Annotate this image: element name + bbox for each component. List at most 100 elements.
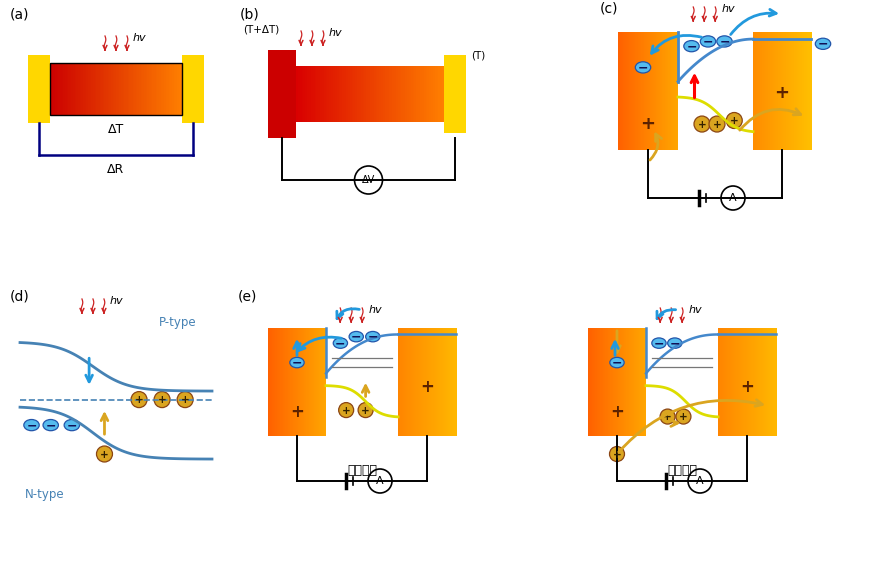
Bar [614, 328, 615, 436]
Text: −: − [368, 331, 378, 344]
Bar [624, 32, 625, 150]
Bar [744, 328, 745, 436]
Bar [401, 328, 403, 436]
Bar [730, 328, 731, 436]
Bar [346, 66, 348, 122]
Bar [654, 32, 655, 150]
Bar [644, 32, 645, 150]
Bar [665, 32, 667, 150]
Bar [658, 32, 659, 150]
Bar [627, 328, 629, 436]
Bar [408, 328, 409, 436]
Bar [391, 66, 392, 122]
Bar [659, 32, 661, 150]
Bar [627, 32, 628, 150]
Bar [632, 32, 633, 150]
Bar [760, 32, 762, 150]
Bar [282, 328, 284, 436]
Text: +: + [730, 116, 739, 126]
Bar [419, 328, 420, 436]
Bar [446, 328, 447, 436]
Bar [325, 328, 327, 436]
Bar [769, 328, 770, 436]
Text: −: − [719, 36, 730, 48]
Bar [157, 63, 160, 115]
Bar [443, 328, 444, 436]
Bar [760, 328, 761, 436]
Bar [799, 32, 801, 150]
Text: −: − [686, 40, 697, 53]
Bar [59, 63, 60, 115]
Bar [625, 328, 626, 436]
Bar [642, 32, 643, 150]
Bar [773, 328, 775, 436]
Bar [622, 328, 624, 436]
Bar [65, 63, 67, 115]
Bar [608, 328, 609, 436]
Bar [50, 63, 52, 115]
Bar [153, 63, 155, 115]
Bar [437, 328, 439, 436]
Text: +: + [774, 84, 789, 102]
Bar [781, 32, 782, 150]
Bar [640, 32, 642, 150]
Bar [786, 32, 787, 150]
Ellipse shape [668, 338, 682, 348]
Bar [739, 328, 741, 436]
Bar [623, 328, 625, 436]
Bar [280, 328, 281, 436]
Text: (b): (b) [240, 7, 260, 21]
Bar [337, 66, 339, 122]
Bar [338, 66, 341, 122]
Bar [272, 328, 273, 436]
Bar [770, 328, 772, 436]
Bar [636, 328, 637, 436]
Bar [123, 63, 124, 115]
Bar [331, 66, 334, 122]
Bar [668, 32, 669, 150]
Bar [98, 63, 100, 115]
Bar [770, 32, 771, 150]
Bar [134, 63, 136, 115]
Circle shape [660, 409, 675, 424]
Bar [634, 328, 636, 436]
Bar [340, 66, 343, 122]
Circle shape [609, 447, 624, 461]
Bar [779, 32, 781, 150]
Bar [798, 32, 799, 150]
Bar [324, 328, 325, 436]
Bar [731, 328, 733, 436]
Text: ΔT: ΔT [107, 123, 124, 136]
Text: −: − [67, 419, 77, 432]
Text: +: + [181, 395, 189, 405]
Bar [317, 328, 319, 436]
Bar [304, 66, 305, 122]
Bar [71, 63, 74, 115]
Bar [287, 328, 288, 436]
Circle shape [676, 409, 691, 424]
Bar [762, 328, 764, 436]
Bar [300, 328, 301, 436]
Text: −: − [45, 419, 56, 432]
Bar [301, 328, 302, 436]
Bar [800, 32, 801, 150]
Bar [432, 328, 433, 436]
Bar [314, 328, 315, 436]
Bar [124, 63, 126, 115]
Bar [86, 63, 89, 115]
Bar [630, 328, 632, 436]
Bar [595, 328, 597, 436]
Bar [316, 66, 319, 122]
Bar [413, 66, 415, 122]
Bar [396, 66, 398, 122]
Bar [646, 32, 647, 150]
Bar [634, 328, 635, 436]
Bar [297, 328, 298, 436]
Bar [82, 63, 83, 115]
Bar [313, 66, 315, 122]
Bar [607, 328, 608, 436]
Bar [435, 328, 436, 436]
Bar [753, 32, 754, 150]
Bar [94, 63, 97, 115]
Bar [787, 32, 788, 150]
